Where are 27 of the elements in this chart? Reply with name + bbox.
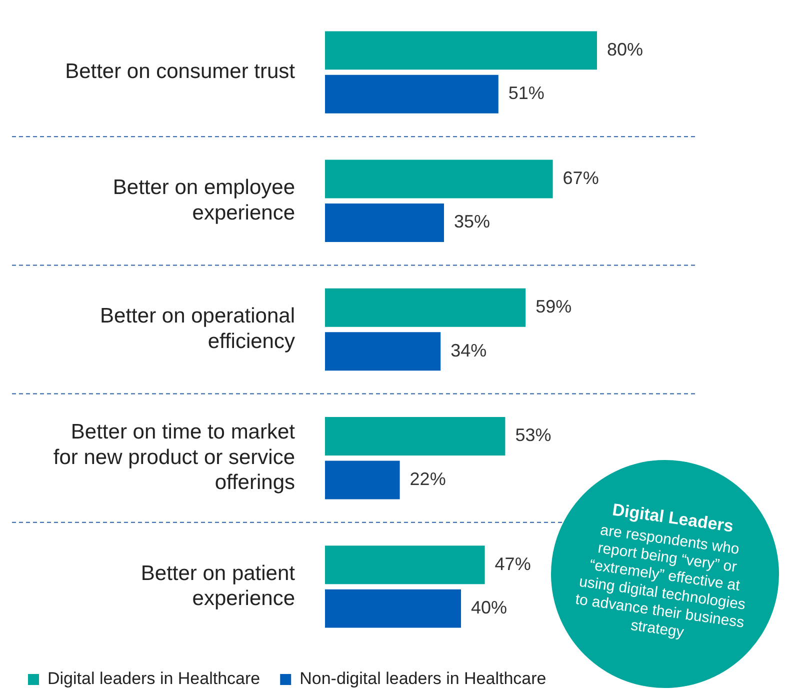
bar xyxy=(325,288,526,327)
bar xyxy=(325,460,400,500)
data-label: 80% xyxy=(607,39,644,60)
data-label: 34% xyxy=(450,340,487,360)
data-label: 22% xyxy=(410,468,446,489)
data-label: 35% xyxy=(454,212,490,232)
bar xyxy=(325,31,597,70)
bar xyxy=(325,74,498,114)
data-label: 47% xyxy=(494,554,531,574)
y-tick-label: Better on patient experience xyxy=(140,562,296,610)
y-tick-label: Better on time to market for new product or service offerings xyxy=(53,420,296,494)
bar xyxy=(325,417,506,456)
bar xyxy=(325,204,444,242)
y-tick-label: Better on employee experience xyxy=(112,176,295,224)
legend-label: Non-digital leaders in Healthcare xyxy=(300,669,546,688)
y-tick-label: Better on operational efficiency xyxy=(100,304,296,353)
data-label: 59% xyxy=(536,296,572,317)
data-label: 53% xyxy=(515,425,552,446)
bar xyxy=(325,332,441,371)
bar xyxy=(325,589,461,628)
data-label: 51% xyxy=(508,83,544,104)
y-tick-label: Better on consumer trust xyxy=(65,60,296,84)
bar xyxy=(325,160,553,198)
bar xyxy=(325,546,485,584)
legend-label: Digital leaders in Healthcare xyxy=(48,669,260,688)
data-label: 40% xyxy=(471,598,508,618)
data-label: 67% xyxy=(562,168,599,188)
